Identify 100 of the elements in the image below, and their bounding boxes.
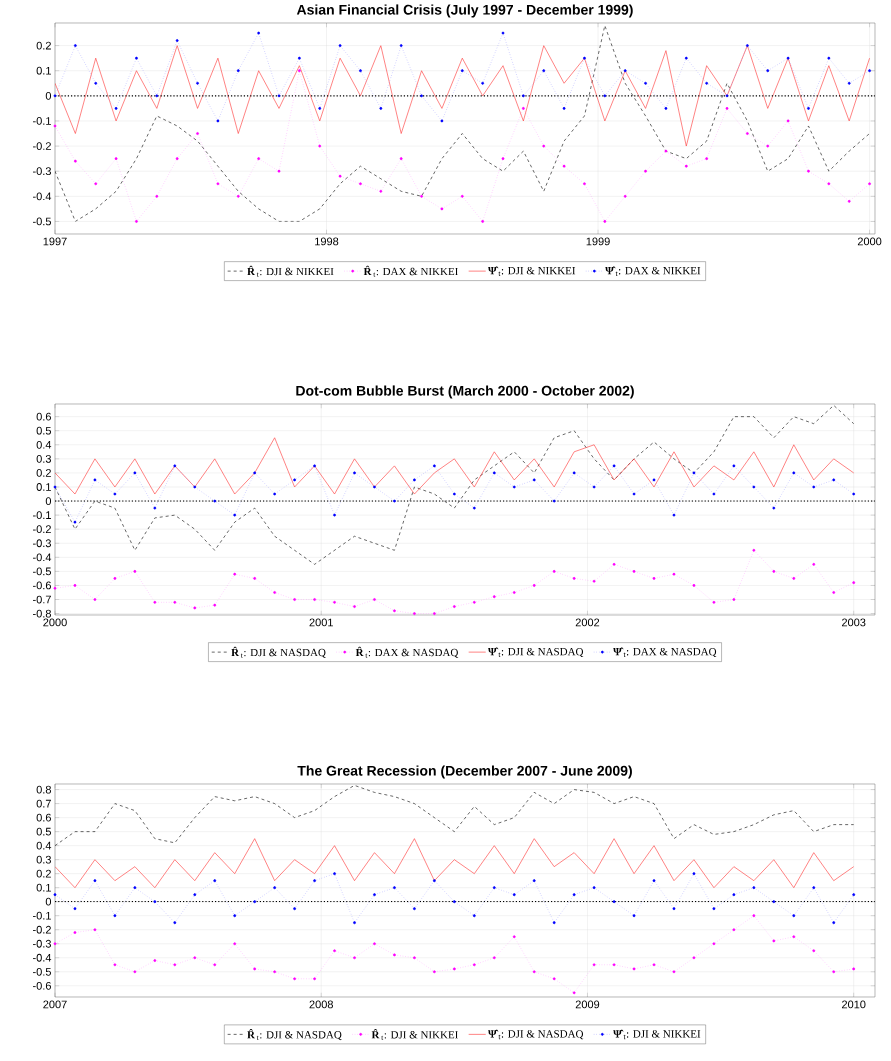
point [812, 949, 816, 953]
point [772, 569, 776, 573]
point [684, 56, 688, 60]
point [792, 914, 796, 918]
point [216, 119, 220, 123]
point [175, 39, 179, 42]
point [333, 949, 336, 953]
point [273, 492, 277, 496]
point [393, 953, 396, 957]
point [612, 464, 616, 468]
point [153, 506, 157, 510]
point [114, 107, 118, 110]
y-tick-label: -0.7 [33, 595, 51, 604]
point [173, 464, 177, 468]
point [94, 182, 98, 186]
point [293, 977, 297, 981]
point [399, 157, 403, 161]
point [712, 492, 716, 496]
point [542, 69, 546, 73]
point [632, 967, 636, 971]
point [53, 94, 57, 98]
point [73, 520, 77, 524]
point [652, 963, 656, 967]
point [472, 963, 476, 967]
y-tick-label: 0.6 [36, 412, 51, 421]
point [752, 485, 756, 489]
point [732, 464, 736, 468]
y-tick-label: -0.2 [33, 925, 51, 934]
y-tick-label: 0.2 [36, 869, 51, 878]
point [399, 44, 403, 47]
y-tick-label: -0.5 [33, 217, 51, 226]
point [572, 893, 576, 897]
point [792, 577, 796, 580]
point [532, 478, 536, 482]
point [492, 956, 496, 960]
point [318, 144, 322, 148]
point [379, 189, 383, 193]
point [452, 967, 456, 971]
point [705, 157, 709, 161]
point [135, 56, 138, 60]
point [153, 900, 157, 904]
point [623, 69, 627, 73]
y-tick-label: 0.6 [36, 813, 51, 822]
point [440, 207, 444, 211]
point [253, 967, 257, 971]
point [113, 914, 117, 918]
point [632, 914, 636, 918]
legend-label: R̂$_{t}$: DJI & NASDAQ [247, 1028, 342, 1041]
point [153, 959, 157, 962]
y-tick-label: -0.4 [33, 192, 52, 201]
point [393, 499, 396, 503]
y-tick-label: 0.3 [36, 855, 51, 864]
point [93, 928, 97, 932]
y-tick-label: 0.8 [36, 785, 51, 794]
point [572, 471, 576, 475]
point [712, 907, 716, 911]
x-tick-label: 1997 [43, 237, 67, 246]
point [353, 605, 356, 608]
x-tick-label: 2000 [43, 618, 67, 627]
point [512, 485, 516, 489]
point [772, 939, 776, 943]
point [196, 132, 199, 135]
legend-label: Ψ̂$_{t}$: DAX & NASDAQ [613, 647, 717, 658]
point [852, 581, 856, 585]
point [847, 199, 851, 203]
point [852, 967, 856, 971]
point [592, 485, 596, 489]
y-tick-label: -0.5 [33, 567, 51, 576]
point [73, 584, 77, 587]
point [472, 506, 476, 510]
point [313, 464, 316, 468]
point [193, 606, 197, 610]
x-tick-label: 1999 [586, 237, 610, 246]
point [193, 485, 197, 489]
point [452, 492, 456, 496]
point [432, 970, 436, 974]
point [481, 81, 485, 85]
y-tick-label: 0.2 [36, 41, 51, 50]
point [333, 600, 336, 604]
point [827, 56, 831, 60]
point [413, 612, 416, 615]
y-tick-label: 0 [45, 91, 52, 100]
point [772, 506, 776, 510]
point [233, 914, 237, 918]
point [233, 572, 237, 576]
point [752, 548, 756, 552]
point [732, 928, 736, 932]
point [297, 56, 301, 60]
point [521, 94, 525, 98]
x-tick-label: 2001 [309, 618, 333, 627]
legend-label: R̂$_{t}$: DJI & NASDAQ [231, 646, 326, 658]
point [492, 595, 496, 599]
legend-label: R̂$_{t}$: DAX & NIKKEI [363, 265, 458, 277]
point [868, 69, 871, 73]
point [612, 963, 616, 967]
point [592, 886, 596, 890]
point [432, 879, 436, 883]
point [379, 107, 383, 110]
point [492, 471, 496, 475]
point [133, 970, 137, 974]
